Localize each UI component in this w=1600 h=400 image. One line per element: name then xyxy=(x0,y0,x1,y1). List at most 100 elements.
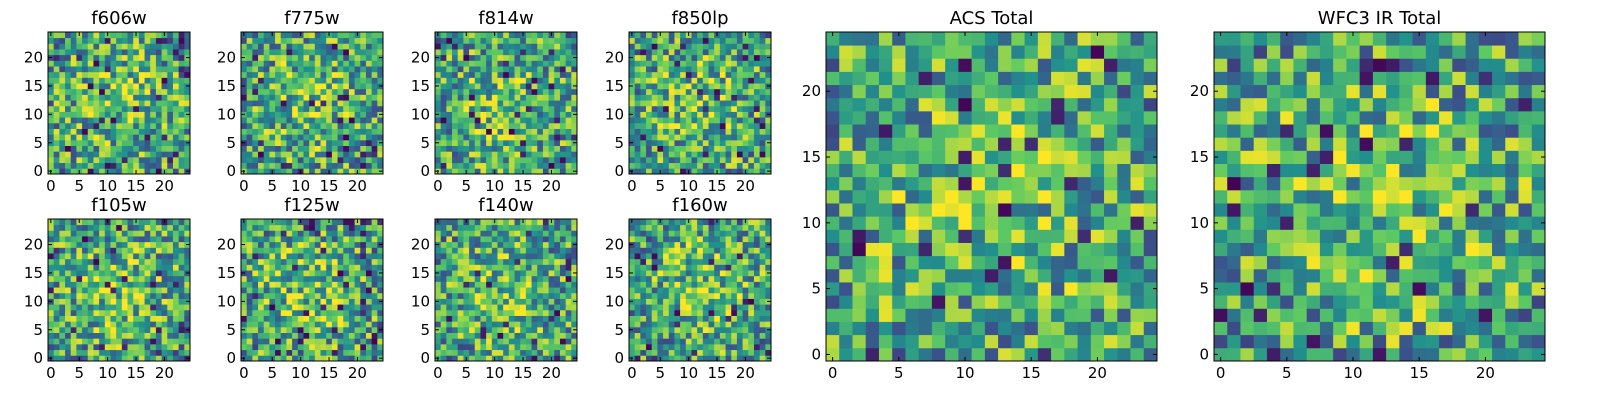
heatmap-cell xyxy=(542,332,549,339)
heatmap-cell xyxy=(452,349,459,356)
heatmap-cell xyxy=(663,122,670,129)
heatmap-cell xyxy=(503,94,510,101)
heatmap-cell xyxy=(269,275,276,282)
heatmap-cell xyxy=(440,151,447,158)
heatmap-cell xyxy=(286,281,293,288)
heatmap-cell xyxy=(525,139,532,146)
y-tick-label: 20 xyxy=(217,236,236,254)
heatmap-cell xyxy=(531,219,538,226)
heatmap-cell xyxy=(337,60,344,67)
heatmap-cell xyxy=(457,122,464,129)
heatmap-cell xyxy=(685,100,692,107)
heatmap-cell xyxy=(116,236,123,243)
heatmap-cell xyxy=(320,32,327,39)
heatmap-cell xyxy=(314,66,321,73)
heatmap-cell xyxy=(184,156,191,164)
heatmap-cell xyxy=(155,321,162,328)
heatmap-cell xyxy=(674,60,681,67)
heatmap-cell xyxy=(252,292,259,299)
heatmap-cell xyxy=(365,253,373,260)
heatmap-cell xyxy=(70,253,77,260)
heatmap-cell xyxy=(155,139,162,146)
heatmap-cell xyxy=(82,151,89,158)
heatmap-cell xyxy=(59,332,66,339)
heatmap-cell xyxy=(651,111,658,118)
heatmap-cell xyxy=(48,122,55,129)
heatmap-cell xyxy=(178,139,185,146)
heatmap-cell xyxy=(99,66,106,73)
heatmap-cell xyxy=(246,122,253,129)
heatmap-cell xyxy=(275,134,282,141)
heatmap-cell xyxy=(554,258,561,265)
x-tick-label: 5 xyxy=(655,177,665,195)
heatmap-cell xyxy=(138,111,145,118)
heatmap-cell xyxy=(657,128,664,135)
heatmap-cell xyxy=(691,37,698,44)
heatmap-cell xyxy=(469,298,476,305)
heatmap-cell xyxy=(559,122,567,129)
heatmap-cell xyxy=(138,315,145,322)
heatmap-cell xyxy=(559,83,567,90)
heatmap-cell xyxy=(365,304,373,311)
heatmap-cell xyxy=(571,343,578,351)
heatmap-cell xyxy=(348,71,355,78)
heatmap-cell xyxy=(286,71,293,78)
heatmap-cell xyxy=(731,332,738,339)
heatmap-cell xyxy=(121,60,128,67)
heatmap-cell xyxy=(474,275,481,282)
heatmap-cell xyxy=(252,321,259,328)
heatmap-cell xyxy=(280,100,287,107)
heatmap-cell xyxy=(150,315,157,322)
heatmap-cell xyxy=(491,60,498,67)
heatmap-cell xyxy=(377,151,384,158)
heatmap-cell xyxy=(457,219,464,226)
heatmap-cell xyxy=(719,32,726,39)
heatmap-cell xyxy=(640,122,647,129)
heatmap-cell xyxy=(99,43,106,50)
heatmap-cell xyxy=(150,241,157,248)
heatmap-cell xyxy=(110,100,117,107)
heatmap-cell xyxy=(337,100,344,107)
x-tick-label: 0 xyxy=(433,177,443,195)
heatmap-cell xyxy=(110,151,117,158)
heatmap-cell xyxy=(559,32,567,39)
heatmap-cell xyxy=(144,338,151,345)
heatmap-cell xyxy=(275,32,282,39)
heatmap-cell xyxy=(314,151,321,158)
heatmap-cell xyxy=(520,349,527,356)
heatmap-cell xyxy=(474,77,481,84)
heatmap-cell xyxy=(110,162,117,169)
heatmap-cell xyxy=(657,156,664,164)
heatmap-cell xyxy=(497,134,504,141)
panel-title: f850lp xyxy=(671,8,728,29)
heatmap-cell xyxy=(348,128,355,135)
heatmap-cell xyxy=(337,275,344,282)
heatmap-cell xyxy=(59,134,66,141)
heatmap-cell xyxy=(258,122,265,129)
heatmap-cell xyxy=(480,151,487,158)
heatmap-cell xyxy=(99,338,106,345)
heatmap-cell xyxy=(503,321,510,328)
heatmap-cell xyxy=(161,298,168,305)
heatmap-cell xyxy=(354,111,361,118)
heatmap-cell xyxy=(331,321,338,328)
heatmap-cell xyxy=(65,71,72,78)
heatmap-cell xyxy=(514,134,521,141)
heatmap-cell xyxy=(184,66,191,73)
heatmap-cell xyxy=(309,275,316,282)
heatmap-cell xyxy=(759,100,766,107)
heatmap-cell xyxy=(161,281,168,288)
heatmap-cell xyxy=(87,60,94,67)
heatmap-cell xyxy=(70,37,77,44)
heatmap-cell xyxy=(651,94,658,101)
heatmap-cell xyxy=(326,94,333,101)
heatmap-cell xyxy=(178,32,185,39)
heatmap-cell xyxy=(133,145,140,152)
heatmap-cell xyxy=(753,111,761,118)
heatmap-cell xyxy=(110,37,117,44)
heatmap-cell xyxy=(303,264,310,271)
heatmap-cell xyxy=(697,111,704,118)
heatmap-cell xyxy=(371,43,378,50)
heatmap-cell xyxy=(121,230,128,237)
heatmap-cell xyxy=(263,49,270,56)
